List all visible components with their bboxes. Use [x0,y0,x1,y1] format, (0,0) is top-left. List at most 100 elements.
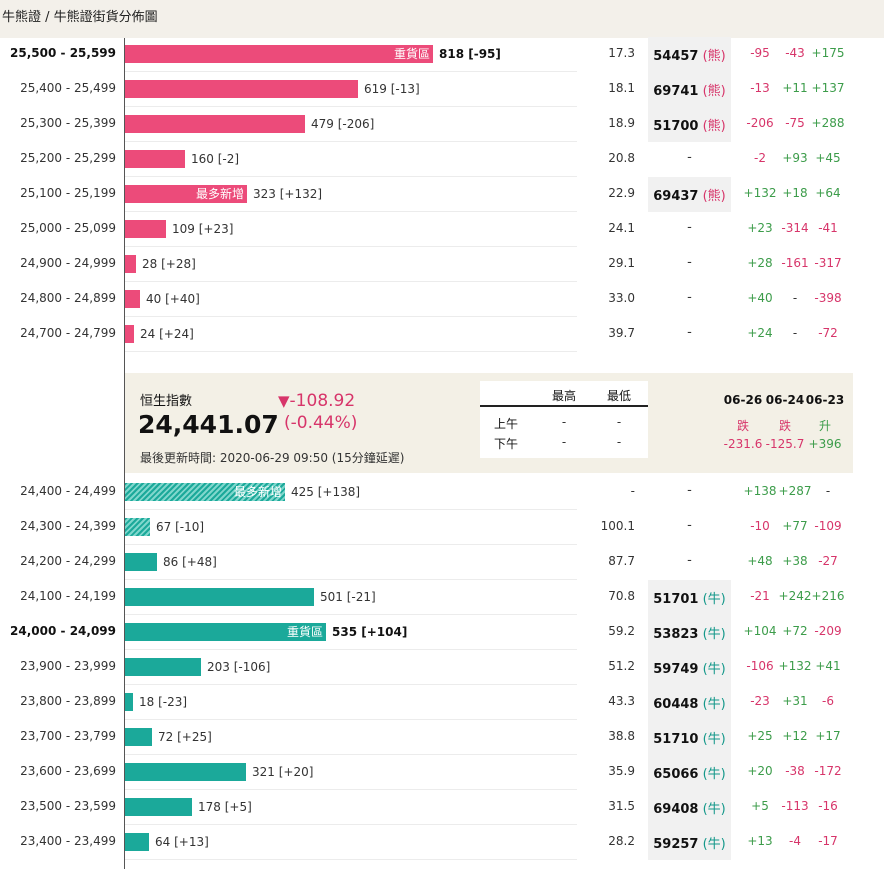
distance-percent: 38.8 [608,729,635,743]
day-3-date: 06-23 [805,393,845,407]
distance-percent: 18.9 [608,116,635,130]
code-number[interactable]: 51710 [653,732,699,747]
breadcrumb[interactable]: 牛熊證 / 牛熊證街貨分佈圖 [2,10,158,25]
volume-label: 64 [+13] [155,835,209,849]
code-type: (熊) [698,49,726,64]
distance-percent: 33.0 [608,291,635,305]
warrant-code[interactable]: 53823 (牛) [648,623,731,642]
distance-percent: 31.5 [608,799,635,813]
high-low-table: 最高 最低 上午 - - 下午 - - [480,381,648,458]
warrant-code[interactable]: 54457 (熊) [648,45,731,64]
bear-volume-bar[interactable] [125,220,166,238]
bear-volume-bar[interactable] [125,150,185,168]
strike-range: 23,900 - 23,999 [20,659,116,673]
bull-volume-bar[interactable] [125,798,192,816]
warrant-code[interactable]: 60448 (牛) [648,693,731,712]
warrant-code[interactable]: 59257 (牛) [648,833,731,852]
daily-change-2: -75 [785,116,805,130]
strike-range: 24,200 - 24,299 [20,554,116,568]
row-divider [125,211,577,212]
daily-change-3: -172 [814,764,842,778]
daily-change-1: +25 [747,729,773,743]
code-number[interactable]: 69437 [653,189,699,204]
index-change-percent: (-0.44%) [284,413,358,433]
warrant-code[interactable]: 59749 (牛) [648,658,731,677]
bear-volume-bar[interactable] [125,115,305,133]
warrant-code[interactable]: 51700 (熊) [648,115,731,134]
daily-change-3: +137 [811,81,845,95]
code-number[interactable]: 54457 [653,49,699,64]
bull-volume-bar[interactable] [125,588,314,606]
code-number[interactable]: 59749 [653,662,699,677]
code-number[interactable]: 65066 [653,767,699,782]
warrant-code[interactable]: 51710 (牛) [648,728,731,747]
bear-volume-bar[interactable]: 重貨區 [125,45,433,63]
distance-percent: 39.7 [608,326,635,340]
warrant-code[interactable]: 69437 (熊) [648,185,731,204]
row-divider [125,719,577,720]
daily-change-2: +12 [782,729,808,743]
warrant-code[interactable]: 69408 (牛) [648,798,731,817]
warrant-code[interactable]: 65066 (牛) [648,763,731,782]
code-number[interactable]: 51700 [653,119,699,134]
bull-volume-bar[interactable]: 最多新增 [125,483,285,501]
bear-volume-bar[interactable] [125,255,136,273]
daily-change-2: +11 [782,81,808,95]
row-divider [125,351,577,352]
volume-label: 28 [+28] [142,257,196,271]
daily-change-2: +242 [778,589,812,603]
bull-volume-bar[interactable] [125,833,149,851]
daily-change-1: +40 [747,291,773,305]
bear-row: 25,500 - 25,599 重貨區 818 [-95] 17.3 54457 (熊)… [0,37,884,72]
bull-volume-bar[interactable] [125,658,201,676]
day-2-direction: 跌 [778,419,791,433]
index-change: ▼-108.92 [278,391,355,411]
code-empty: - [687,220,692,235]
daily-change-3: -317 [814,256,842,270]
bull-volume-bar[interactable] [125,763,246,781]
bear-volume-bar[interactable]: 最多新增 [125,185,247,203]
daily-change-2: +18 [782,186,808,200]
daily-change-1: +23 [747,221,773,235]
day-3-direction: 升 [818,419,831,433]
bear-row: 25,100 - 25,199 最多新增 323 [+132] 22.9 69437 (… [0,177,884,212]
warrant-code[interactable]: 51701 (牛) [648,588,731,607]
bull-volume-bar[interactable] [125,518,150,536]
code-number[interactable]: 60448 [653,697,699,712]
row-divider [125,859,577,860]
code-cell-background [648,790,731,825]
bull-volume-bar[interactable] [125,693,133,711]
code-number[interactable]: 53823 [653,627,699,642]
bear-volume-bar[interactable] [125,290,140,308]
code-number[interactable]: 51701 [653,592,699,607]
bull-volume-bar[interactable] [125,553,157,571]
code-empty: - [687,518,692,533]
code-cell-background [648,37,731,72]
daily-change-1: +48 [747,554,773,568]
code-type: (牛) [698,662,726,677]
code-type: (熊) [698,189,726,204]
row-divider [125,789,577,790]
bull-row: 24,300 - 24,399 67 [-10] 100.1 - -10 +77 -109 [0,510,884,545]
code-cell-background [648,580,731,615]
bear-volume-bar[interactable] [125,325,134,343]
daily-change-3: +216 [811,589,845,603]
volume-label: 40 [+40] [146,292,200,306]
daily-change-1: -10 [750,519,770,533]
daily-change-3: -17 [818,834,838,848]
index-value: 24,441.07 [138,410,279,439]
code-cell-background [648,72,731,107]
code-number[interactable]: 69741 [653,84,699,99]
warrant-code: - [648,518,731,533]
code-cell-background [648,615,731,650]
day-2-change: -125.7 [765,437,805,451]
chart-axis-line [124,38,125,869]
bull-volume-bar[interactable]: 重貨區 [125,623,326,641]
bull-row: 24,000 - 24,099 重貨區 535 [+104] 59.2 53823 (牛… [0,615,884,650]
distance-percent: 100.1 [600,519,635,533]
bull-volume-bar[interactable] [125,728,152,746]
bear-volume-bar[interactable] [125,80,358,98]
warrant-code[interactable]: 69741 (熊) [648,80,731,99]
code-number[interactable]: 69408 [653,802,699,817]
code-number[interactable]: 59257 [653,837,699,852]
